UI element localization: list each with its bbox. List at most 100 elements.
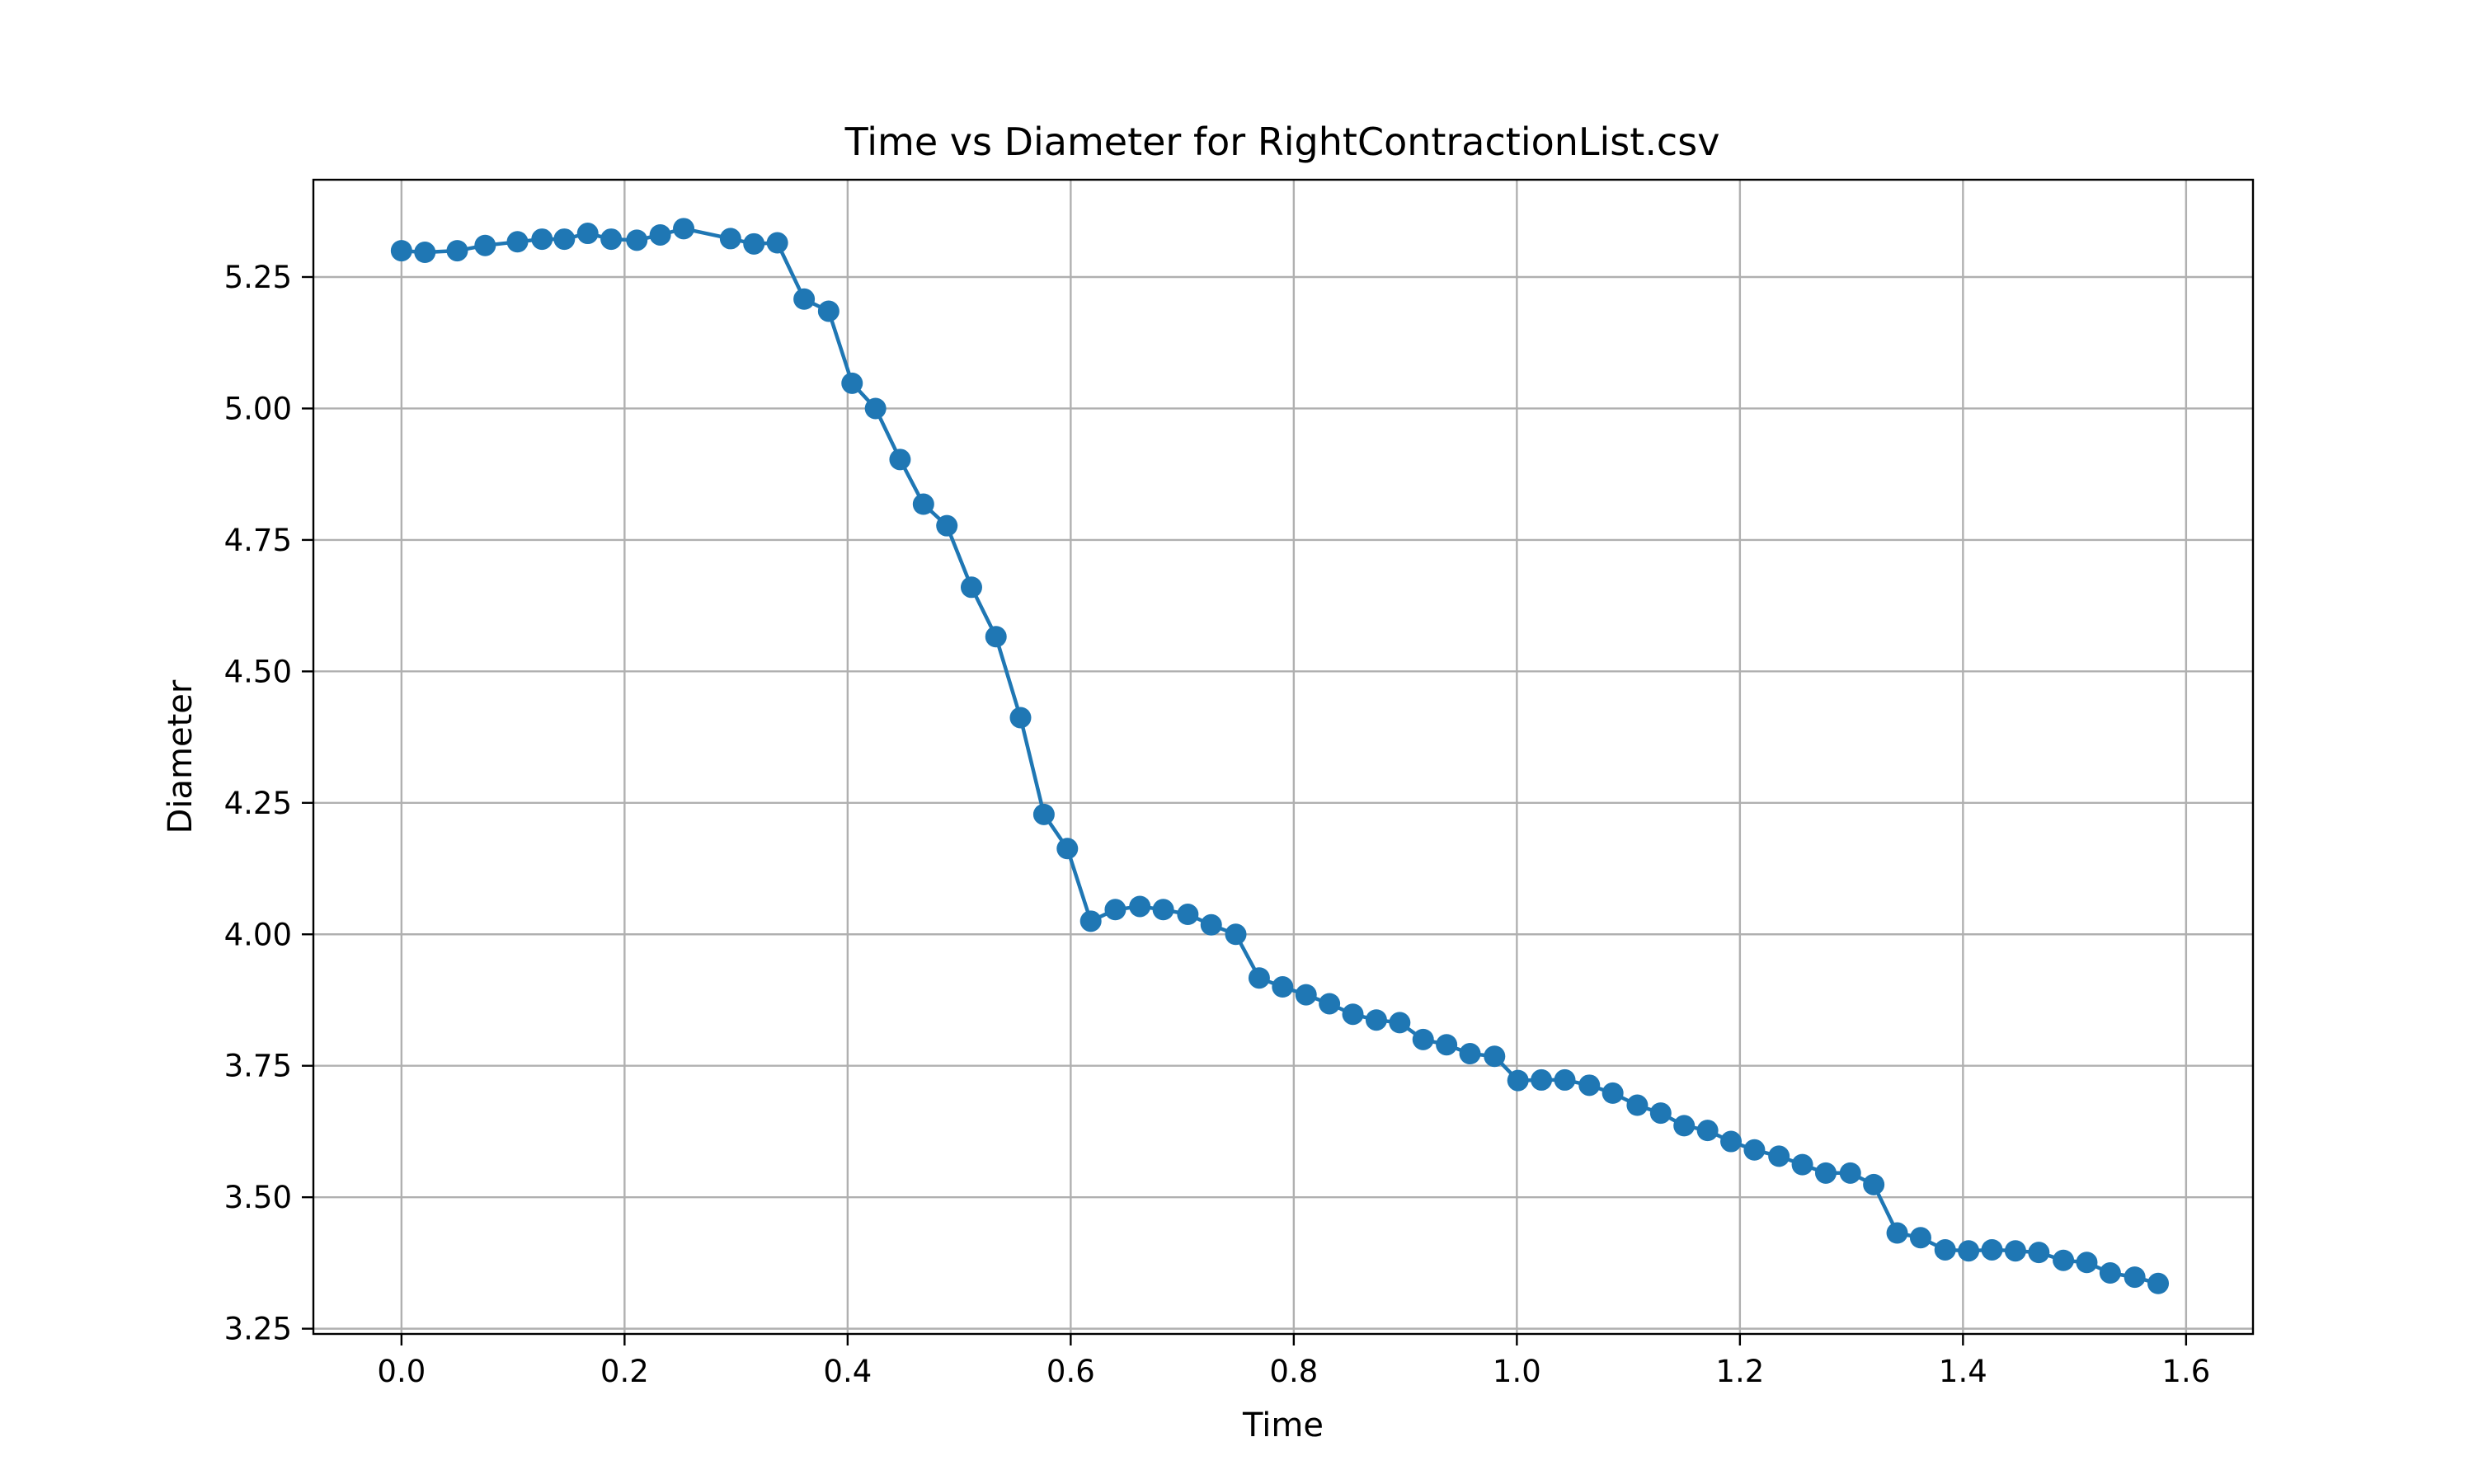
data-point xyxy=(817,300,840,322)
x-tick-label: 1.6 xyxy=(2161,1354,2210,1389)
data-point xyxy=(1129,895,1151,918)
data-point xyxy=(1791,1153,1813,1176)
data-point xyxy=(1032,803,1055,825)
data-point xyxy=(414,242,436,264)
data-point xyxy=(446,240,468,262)
x-tick-label: 0.2 xyxy=(600,1354,649,1389)
y-tick-label: 5.00 xyxy=(224,391,292,426)
data-point xyxy=(649,223,671,246)
data-point xyxy=(600,228,623,251)
data-point xyxy=(1958,1240,1980,1262)
data-point xyxy=(1079,910,1102,932)
data-point xyxy=(1009,707,1032,729)
data-point xyxy=(626,229,648,251)
chart-title: Time vs Diameter for RightContractionLis… xyxy=(844,120,1720,164)
data-point xyxy=(1412,1028,1434,1050)
data-point xyxy=(1319,993,1341,1015)
data-point xyxy=(1295,984,1317,1006)
data-point xyxy=(1272,976,1294,998)
series-layer xyxy=(390,218,2170,1294)
data-point xyxy=(864,397,887,420)
data-point xyxy=(673,218,695,240)
data-point xyxy=(889,448,911,471)
data-point xyxy=(1436,1034,1458,1056)
data-point xyxy=(506,231,529,253)
data-point xyxy=(2004,1240,2026,1262)
data-point xyxy=(1814,1162,1837,1184)
data-point xyxy=(1839,1162,1861,1184)
y-tick-label: 3.50 xyxy=(224,1180,292,1215)
y-tick-label: 4.25 xyxy=(224,786,292,821)
data-point xyxy=(1248,967,1270,989)
data-point xyxy=(1863,1173,1885,1195)
data-point xyxy=(1909,1227,1931,1249)
data-point xyxy=(1389,1012,1411,1034)
data-point xyxy=(576,223,599,245)
x-tick-label: 1.2 xyxy=(1715,1354,1764,1389)
data-point xyxy=(766,232,788,254)
data-point xyxy=(1981,1238,2003,1261)
data-point xyxy=(1104,899,1126,921)
data-point xyxy=(912,493,934,515)
data-point xyxy=(1177,904,1199,926)
data-point xyxy=(1626,1094,1649,1116)
data-point xyxy=(474,234,496,256)
y-tick-label: 5.25 xyxy=(224,260,292,295)
x-tick-label: 0.0 xyxy=(377,1354,426,1389)
data-point xyxy=(2076,1252,2098,1274)
data-point xyxy=(1484,1045,1506,1068)
data-point xyxy=(1507,1069,1529,1092)
data-point xyxy=(985,626,1007,648)
data-point xyxy=(1554,1068,1576,1091)
x-tick-label: 0.4 xyxy=(823,1354,872,1389)
data-point xyxy=(1459,1043,1481,1065)
x-tick-label: 0.8 xyxy=(1269,1354,1318,1389)
x-axis-label: Time xyxy=(1242,1407,1324,1444)
data-point xyxy=(1696,1120,1719,1142)
data-point xyxy=(2147,1272,2170,1294)
data-point xyxy=(1886,1222,1908,1244)
data-point xyxy=(936,514,958,537)
data-point xyxy=(2028,1242,2050,1264)
data-point xyxy=(1342,1003,1364,1026)
data-point xyxy=(1531,1068,1553,1091)
data-point xyxy=(531,228,553,251)
data-point xyxy=(1578,1074,1601,1097)
data-point xyxy=(1934,1238,1956,1261)
data-point xyxy=(743,232,765,255)
y-tick-label: 4.00 xyxy=(224,917,292,952)
axis-ticks: 0.0 0.2 0.4 0.6 0.8 1.0 1.2 1.4 1.6 3.25 3.50 3.75 4… xyxy=(224,260,2211,1389)
data-point xyxy=(1225,923,1247,946)
data-point xyxy=(960,576,982,599)
x-tick-label: 1.4 xyxy=(1939,1354,1987,1389)
data-point xyxy=(1768,1145,1790,1167)
y-tick-label: 3.75 xyxy=(224,1049,292,1084)
data-point xyxy=(1200,913,1222,936)
data-point xyxy=(1720,1130,1743,1153)
data-point xyxy=(553,228,576,251)
data-point xyxy=(1649,1102,1672,1125)
data-point xyxy=(793,288,816,310)
data-point xyxy=(2124,1266,2146,1289)
y-axis-label: Diameter xyxy=(162,679,200,834)
x-tick-label: 0.6 xyxy=(1047,1354,1095,1389)
data-point xyxy=(1743,1139,1766,1161)
data-point xyxy=(1673,1115,1696,1137)
data-point xyxy=(719,228,741,250)
data-point xyxy=(2053,1249,2075,1271)
data-point xyxy=(1365,1009,1387,1031)
data-point xyxy=(1056,838,1079,860)
data-point xyxy=(390,240,412,262)
y-tick-label: 4.75 xyxy=(224,523,292,558)
data-point xyxy=(1602,1082,1624,1104)
plot-frame xyxy=(312,178,2255,1336)
y-tick-label: 4.50 xyxy=(224,654,292,689)
data-point xyxy=(2099,1262,2121,1284)
grid xyxy=(313,180,2253,1334)
y-tick-label: 3.25 xyxy=(224,1312,292,1347)
data-point xyxy=(841,372,863,394)
x-tick-label: 1.0 xyxy=(1493,1354,1541,1389)
data-point xyxy=(1152,899,1174,921)
